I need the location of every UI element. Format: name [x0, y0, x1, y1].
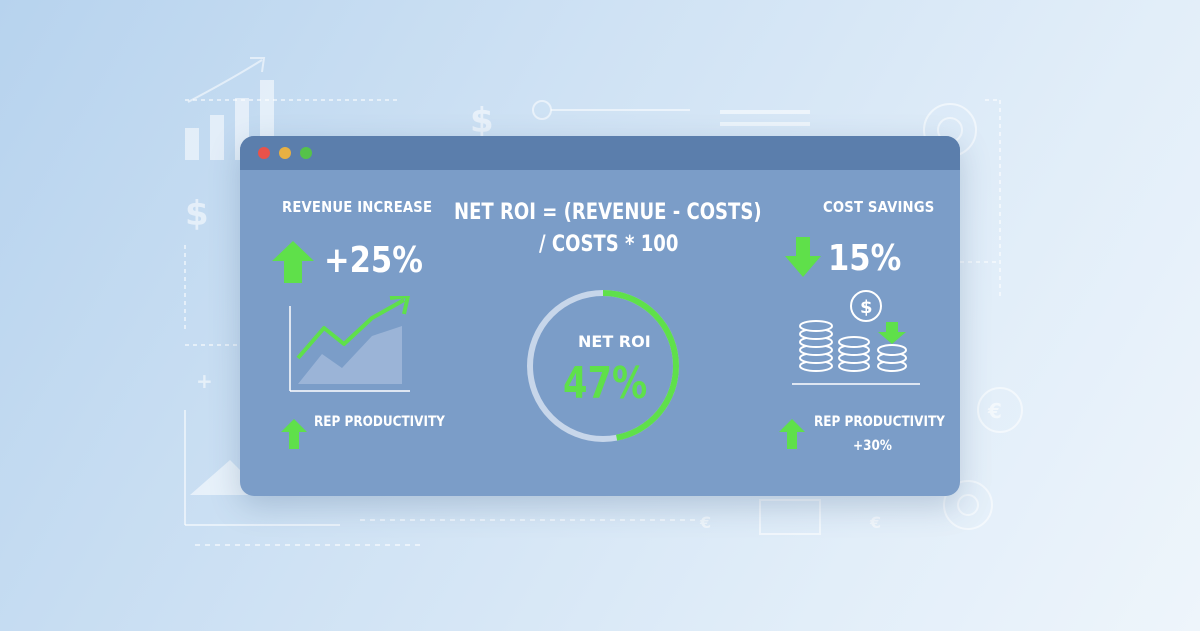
maximize-window-button[interactable] — [300, 147, 312, 159]
svg-text:$: $ — [185, 194, 209, 234]
revenue-title: REVENUE INCREASE — [282, 198, 433, 216]
svg-text:$: $ — [860, 297, 873, 318]
rep-productivity-label-left: REP PRODUCTIVITY — [314, 414, 445, 430]
gauge-value: 47% — [563, 358, 648, 409]
productivity-up-arrow-icon-right — [779, 419, 805, 449]
gauge-fill-arc — [527, 290, 679, 442]
svg-text:€: € — [987, 399, 1002, 423]
svg-text:€: € — [869, 513, 881, 532]
rep-productivity-value-right: +30% — [853, 438, 892, 454]
roi-formula-line2: / COSTS * 100 — [539, 232, 679, 257]
coin-stacks-icon: $ — [792, 290, 920, 385]
area-trend-chart-icon — [289, 296, 410, 392]
arrow-up-icon — [272, 241, 314, 283]
roi-formula-line1: NET ROI = (REVENUE - COSTS) — [454, 200, 762, 225]
net-roi-gauge — [527, 290, 679, 442]
arrow-down-icon — [785, 237, 821, 277]
bg-dollar-icon: $ — [470, 101, 494, 141]
close-window-button[interactable] — [258, 147, 270, 159]
gauge-label: NET ROI — [578, 332, 651, 351]
minimize-window-button[interactable] — [279, 147, 291, 159]
revenue-value: +25% — [324, 240, 423, 281]
cost-savings-value: 15% — [828, 238, 902, 279]
cost-savings-title: COST SAVINGS — [823, 198, 935, 216]
productivity-up-arrow-icon — [281, 419, 307, 449]
dashboard-window: REVENUE INCREASE +25% REP PRODUCTIVITY N… — [240, 136, 960, 496]
bg-trend-arrow-icon — [187, 59, 263, 103]
rep-productivity-label-right: REP PRODUCTIVITY — [814, 414, 945, 430]
svg-text:€: € — [699, 513, 711, 532]
window-titlebar — [240, 136, 960, 170]
svg-text:+: + — [196, 369, 213, 393]
